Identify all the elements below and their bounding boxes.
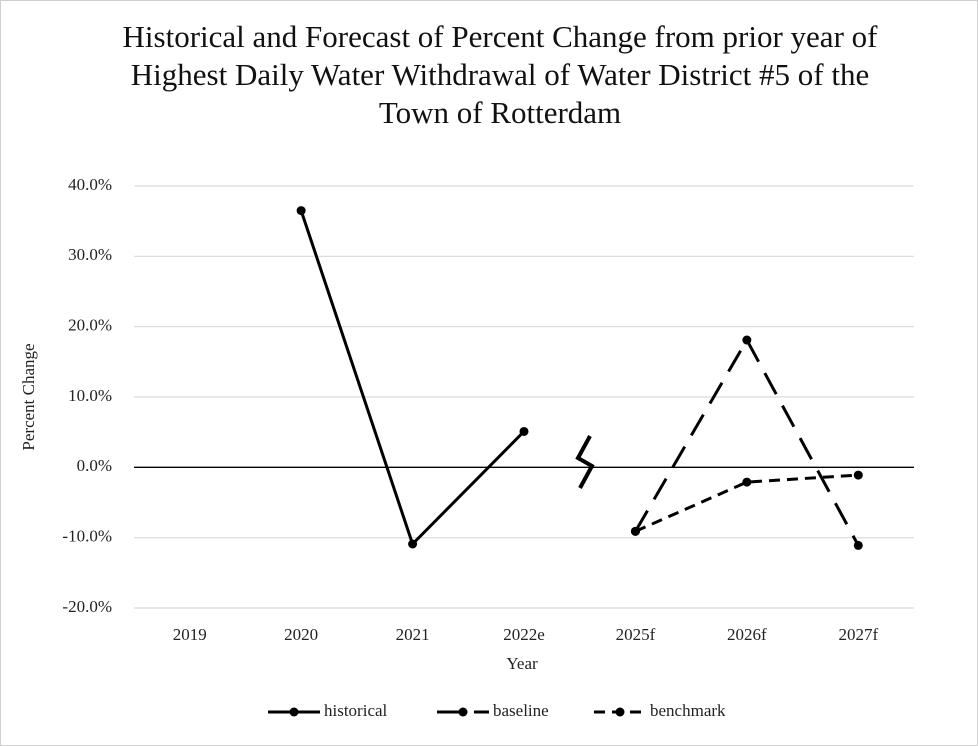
- x-tick-label: 2021: [396, 625, 430, 644]
- y-axis-title: Percent Change: [19, 343, 38, 450]
- point: [408, 539, 418, 549]
- x-tick-label: 2019: [173, 625, 207, 644]
- axis-break: [575, 435, 595, 489]
- legend-label: benchmark: [650, 701, 726, 720]
- legend-label: baseline: [493, 701, 549, 720]
- point: [853, 470, 863, 480]
- point: [742, 477, 752, 487]
- series-line: [299, 210, 526, 547]
- x-axis-title: Year: [506, 654, 538, 673]
- series-line: [634, 336, 860, 547]
- y-tick-label: 40.0%: [68, 175, 112, 194]
- y-tick-label: 20.0%: [68, 316, 112, 335]
- legend-label: historical: [324, 701, 388, 720]
- x-tick-label: 2025f: [616, 625, 656, 644]
- y-tick-label: -10.0%: [62, 527, 112, 546]
- x-tick-label: 2026f: [727, 625, 767, 644]
- point: [853, 540, 863, 550]
- y-tick-label: -20.0%: [62, 597, 112, 616]
- chart-title: Historical and Forecast of Percent Chang…: [122, 19, 878, 130]
- y-tick-label: 30.0%: [68, 245, 112, 264]
- y-tick-label: 0.0%: [77, 456, 112, 475]
- legend-marker: [289, 707, 299, 717]
- y-tick-label: 10.0%: [68, 386, 112, 405]
- point: [630, 526, 640, 536]
- x-tick-label: 2020: [284, 625, 318, 644]
- series-line: [634, 473, 859, 533]
- point: [519, 426, 529, 436]
- point: [296, 206, 306, 216]
- x-tick-label: 2022e: [503, 625, 545, 644]
- x-tick-label: 2027f: [838, 625, 878, 644]
- point: [742, 335, 752, 345]
- legend-marker: [615, 707, 625, 717]
- legend-marker: [458, 707, 468, 717]
